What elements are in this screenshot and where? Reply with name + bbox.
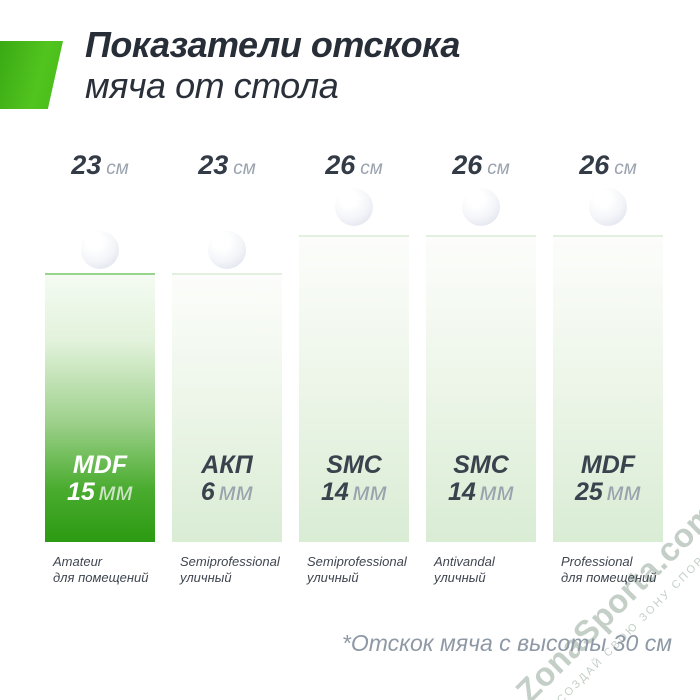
category-caption: Amateur для помещений: [53, 554, 155, 586]
chart-column-amateur: 23 см MDF 15 мм Amateur для помещений: [45, 140, 155, 600]
thickness-value: 6: [200, 478, 215, 506]
bar-material: MDF: [72, 451, 128, 479]
bounce-value-label: 23 см: [45, 150, 155, 181]
category-location: для помещений: [53, 570, 149, 585]
category-type: Amateur: [53, 554, 103, 569]
bounce-unit: см: [360, 158, 383, 179]
bounce-value-label: 26 см: [299, 150, 409, 181]
bounce-value: 26: [579, 150, 610, 180]
category-caption: Professional для помещений: [561, 554, 663, 586]
thickness-value: 15: [66, 478, 95, 506]
bar-thickness: 6 мм: [172, 479, 282, 506]
bar-material: SMC: [453, 451, 509, 479]
thickness-unit: мм: [606, 478, 642, 506]
bounce-value: 26: [325, 150, 356, 180]
chart-column-professional: 26 см MDF 25 мм Professional для помещений: [553, 140, 663, 600]
bar-thickness: 15 мм: [45, 479, 155, 506]
category-caption: Semiprofessional уличный: [180, 554, 282, 586]
bar-material: MDF: [580, 451, 636, 479]
ping-pong-ball: [589, 188, 627, 226]
thickness-unit: мм: [218, 478, 254, 506]
bar-thickness: 25 мм: [553, 479, 663, 506]
category-type: Professional: [561, 554, 633, 569]
bar-material: SMC: [326, 451, 382, 479]
bounce-value: 26: [452, 150, 483, 180]
category-location: уличный: [434, 570, 486, 585]
title-line-1: Показатели отскока: [85, 24, 460, 65]
bounce-unit: см: [106, 158, 129, 179]
footnote-bounce-height: *Отскок мяча с высоты 30 см: [341, 630, 672, 656]
bar-thickness: 14 мм: [299, 479, 409, 506]
bar-label: MDF 15 мм: [45, 452, 155, 506]
ping-pong-ball: [208, 231, 246, 269]
bounce-unit: см: [487, 158, 510, 179]
category-location: для помещений: [561, 570, 657, 585]
bar-professional: MDF 25 мм: [553, 235, 663, 542]
category-type: Antivandal: [434, 554, 495, 569]
bounce-value-label: 26 см: [553, 150, 663, 181]
bounce-unit: см: [614, 158, 637, 179]
bar-label: SMC 14 мм: [426, 452, 536, 506]
bounce-value: 23: [71, 150, 102, 180]
ping-pong-ball: [462, 188, 500, 226]
title-line-2: мяча от стола: [85, 65, 339, 106]
category-location: уличный: [180, 570, 232, 585]
category-type: Semiprofessional: [180, 554, 280, 569]
bar-label: АКП 6 мм: [172, 452, 282, 506]
page-title: Показатели отскока мяча от стола: [85, 24, 460, 106]
bounce-value-label: 26 см: [426, 150, 536, 181]
category-caption: Semiprofessional уличный: [307, 554, 409, 586]
thickness-value: 14: [320, 478, 349, 506]
category-location: уличный: [307, 570, 359, 585]
bar-label: MDF 25 мм: [553, 452, 663, 506]
thickness-unit: мм: [352, 478, 388, 506]
bounce-value-label: 23 см: [172, 150, 282, 181]
thickness-unit: мм: [98, 478, 134, 506]
chart-column-semiprofessional-smc: 26 см SMC 14 мм Semiprofessional уличный: [299, 140, 409, 600]
bar-antivandal: SMC 14 мм: [426, 235, 536, 542]
bar-thickness: 14 мм: [426, 479, 536, 506]
bar-amateur: MDF 15 мм: [45, 273, 155, 542]
green-accent-shape: [0, 41, 63, 109]
bar-label: SMC 14 мм: [299, 452, 409, 506]
chart-column-antivandal: 26 см SMC 14 мм Antivandal уличный: [426, 140, 536, 600]
chart-column-semiprofessional-akp: 23 см АКП 6 мм Semiprofessional уличный: [172, 140, 282, 600]
thickness-value: 25: [574, 478, 603, 506]
ping-pong-ball: [81, 231, 119, 269]
category-caption: Antivandal уличный: [434, 554, 536, 586]
bar-semiprofessional-smc: SMC 14 мм: [299, 235, 409, 542]
thickness-unit: мм: [479, 478, 515, 506]
ping-pong-ball: [335, 188, 373, 226]
bounce-value: 23: [198, 150, 229, 180]
thickness-value: 14: [447, 478, 476, 506]
category-type: Semiprofessional: [307, 554, 407, 569]
bounce-bar-chart: 23 см MDF 15 мм Amateur для помещений 23 см: [45, 140, 663, 600]
bar-material: АКП: [201, 451, 253, 479]
bounce-unit: см: [233, 158, 256, 179]
bar-semiprofessional-akp: АКП 6 мм: [172, 273, 282, 542]
